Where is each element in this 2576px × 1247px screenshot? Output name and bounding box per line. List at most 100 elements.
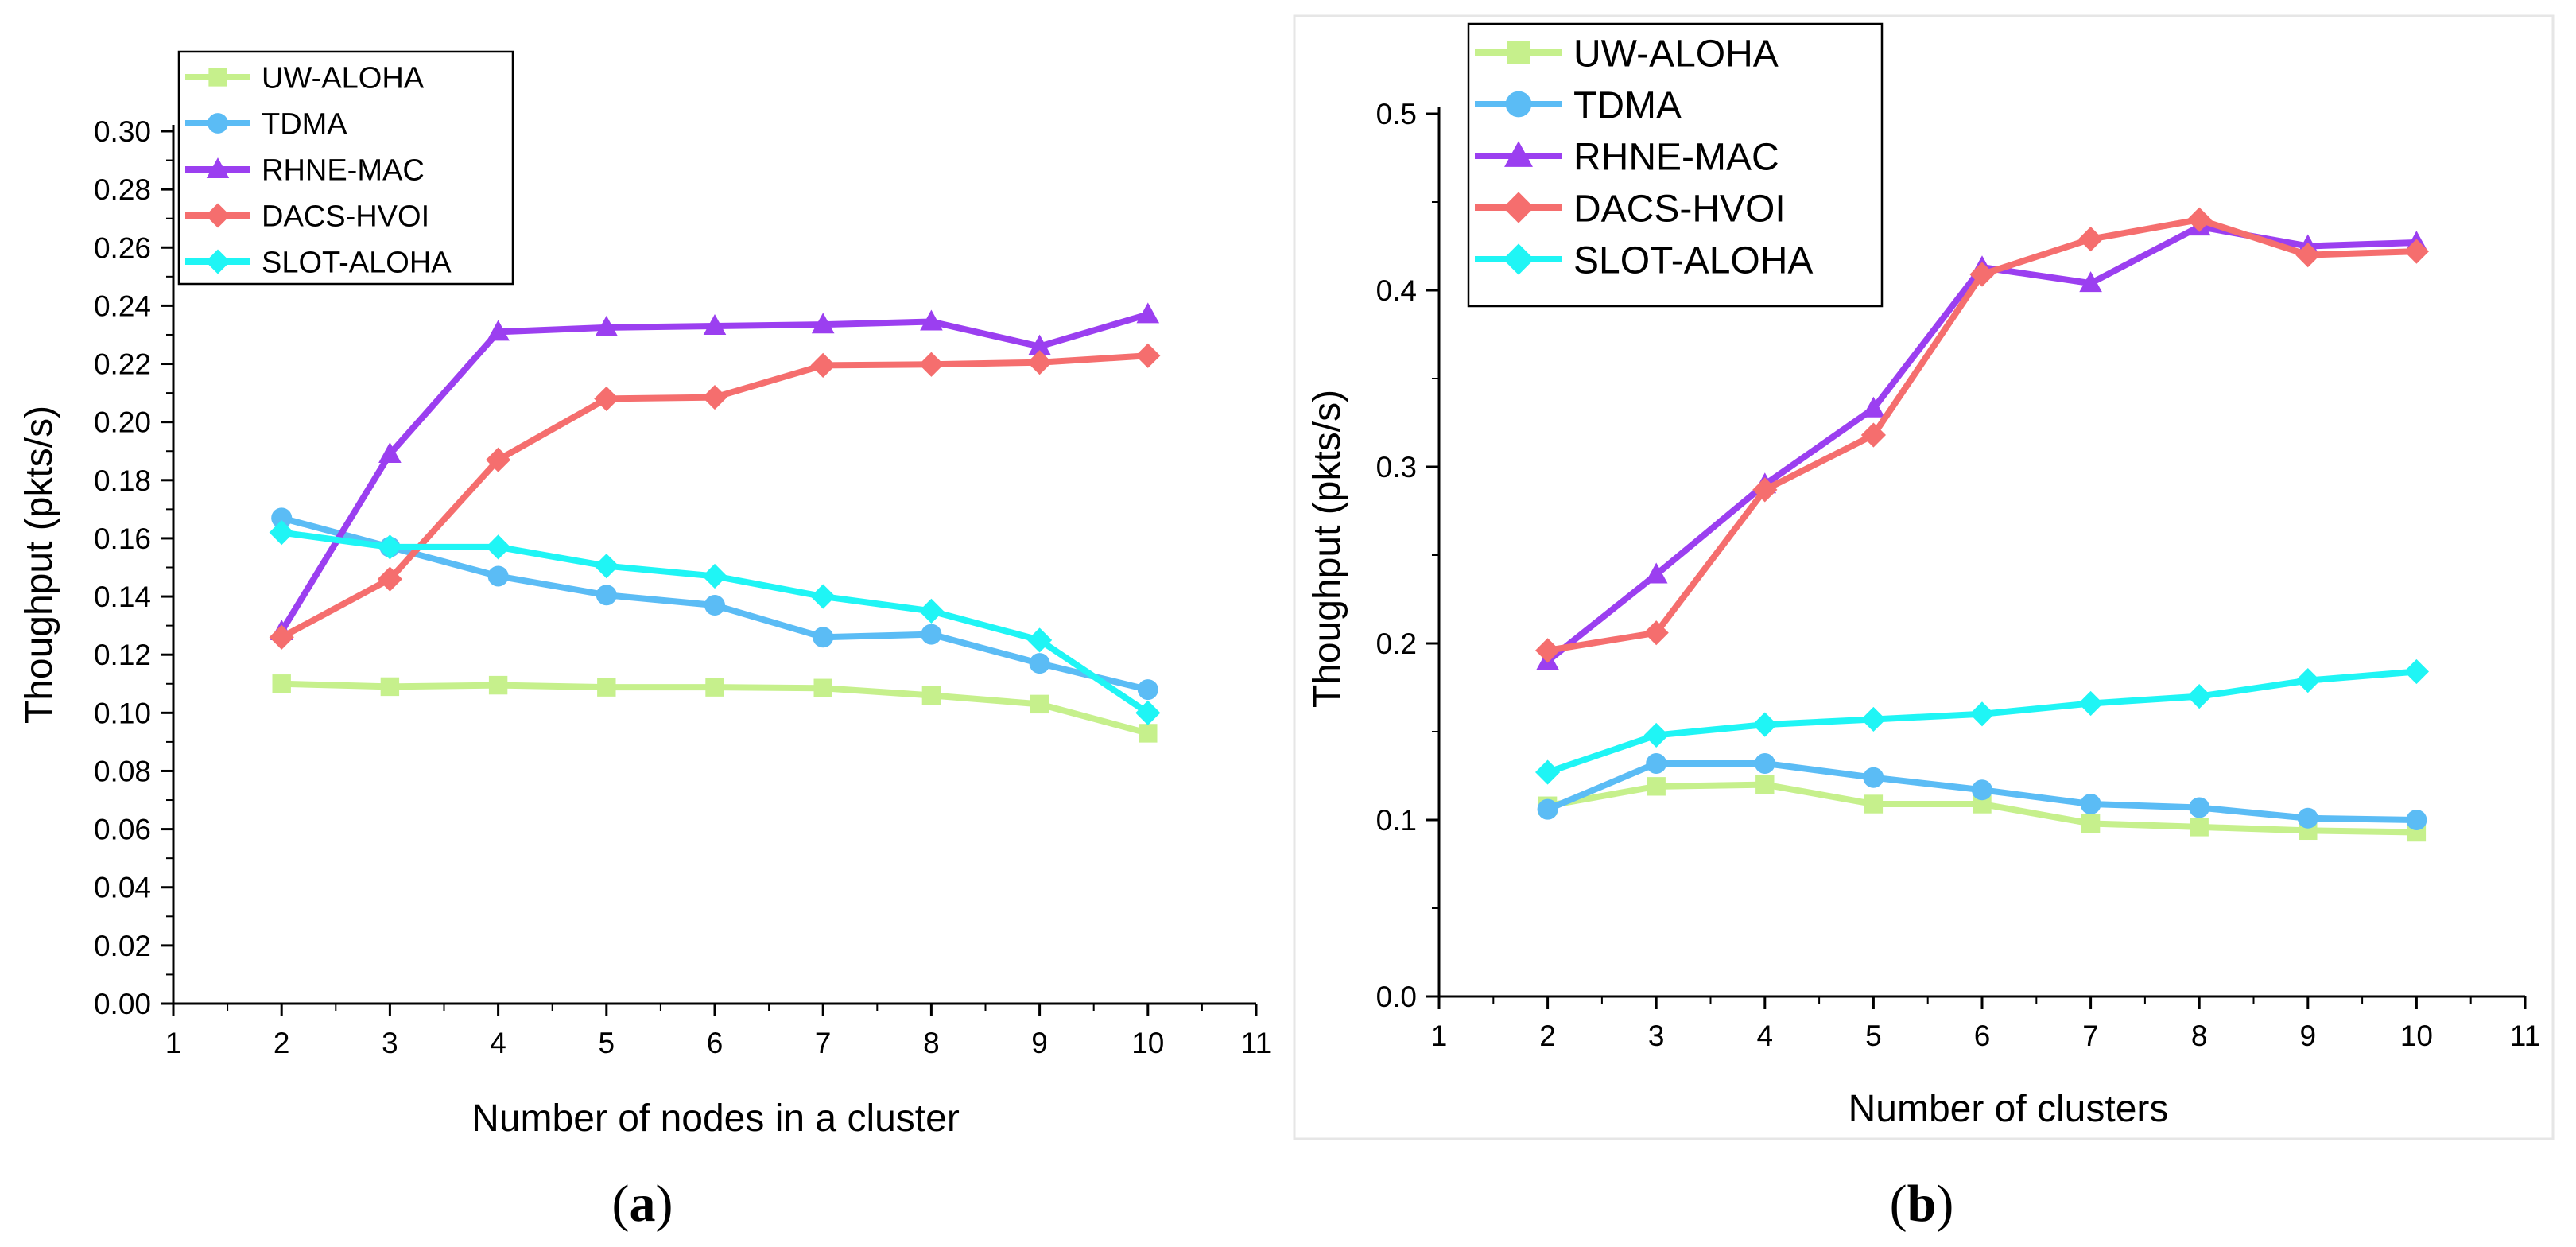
legend-label: SLOT-ALOHA: [1573, 239, 1813, 282]
y-tick-label: 0.00: [94, 988, 151, 1020]
data-point: [810, 352, 836, 378]
data-point: [1646, 752, 1667, 774]
x-tick-label: 11: [1241, 1027, 1271, 1059]
legend-label: UW-ALOHA: [262, 62, 425, 95]
data-point: [2189, 797, 2210, 818]
data-point: [1029, 653, 1050, 674]
x-tick-label: 3: [1648, 1020, 1665, 1052]
x-tick-label: 5: [599, 1027, 615, 1059]
y-axis-title: Thoughput (pkts/s): [1306, 390, 1348, 708]
legend-swatch-marker: [205, 249, 231, 274]
y-tick-label: 0.14: [94, 581, 151, 613]
data-point: [1647, 777, 1666, 796]
legend-swatch-marker: [1503, 243, 1534, 275]
y-tick-label: 0.08: [94, 755, 151, 787]
y-tick-label: 0.1: [1376, 804, 1417, 837]
x-tick-label: 1: [165, 1027, 182, 1059]
series-slot-aloha: [1535, 658, 2429, 785]
data-point: [269, 520, 294, 546]
data-point: [813, 678, 832, 697]
data-point: [1864, 794, 1884, 814]
data-point: [2080, 794, 2101, 815]
legend-swatch-marker: [205, 203, 231, 228]
data-point: [487, 565, 509, 587]
data-point: [1027, 350, 1053, 375]
y-tick-label: 0.28: [94, 173, 151, 206]
data-point: [1969, 262, 1995, 287]
data-point: [595, 315, 619, 336]
data-point: [811, 313, 835, 334]
series-rhne-mac: [270, 302, 1160, 640]
panel-caption-b: (b): [1890, 1175, 1954, 1233]
data-point: [2078, 227, 2104, 252]
y-tick-label: 0.4: [1376, 274, 1417, 307]
x-tick-label: 6: [1974, 1020, 1991, 1052]
data-point: [921, 686, 941, 705]
x-tick-label: 9: [1031, 1027, 1048, 1059]
series-slot-aloha: [269, 520, 1161, 725]
data-point: [1752, 712, 1778, 737]
y-tick-label: 0.20: [94, 406, 151, 439]
legend-label: TDMA: [1573, 84, 1682, 126]
data-point: [1030, 694, 1049, 714]
y-tick-label: 0.2: [1376, 627, 1417, 660]
y-tick-label: 0.02: [94, 930, 151, 962]
data-point: [2186, 684, 2212, 709]
legend-swatch-marker: [208, 68, 227, 87]
data-point: [2295, 243, 2321, 268]
legend-swatch-marker: [1504, 141, 1533, 167]
series-tdma: [271, 507, 1158, 701]
y-tick-label: 0.3: [1376, 451, 1417, 484]
data-point: [596, 585, 617, 606]
x-tick-label: 7: [815, 1027, 832, 1059]
data-point: [703, 314, 727, 336]
data-point: [1644, 562, 1668, 584]
x-tick-label: 2: [274, 1027, 290, 1059]
data-point: [2081, 814, 2101, 833]
data-point: [1969, 701, 1995, 727]
y-tick-label: 0.18: [94, 464, 151, 497]
data-point: [1028, 334, 1051, 355]
data-point: [377, 534, 402, 560]
y-tick-label: 0.06: [94, 814, 151, 846]
series-uw-aloha: [272, 674, 1158, 743]
data-point: [597, 678, 616, 697]
legend-swatch-marker: [206, 157, 230, 178]
x-tick-label: 5: [1865, 1020, 1882, 1052]
y-tick-label: 0.26: [94, 231, 151, 264]
series-dacs-hvoi: [269, 343, 1161, 650]
panel-frame: [1293, 14, 2555, 1140]
data-point: [1027, 627, 1053, 653]
legend-label: UW-ALOHA: [1573, 33, 1779, 75]
data-point: [704, 595, 725, 616]
data-point: [702, 384, 727, 410]
y-tick-label: 0.10: [94, 697, 151, 729]
x-tick-label: 8: [2191, 1020, 2208, 1052]
x-tick-label: 7: [2082, 1020, 2099, 1052]
legend-label: DACS-HVOI: [262, 200, 429, 234]
legend-label: RHNE-MAC: [262, 154, 425, 188]
data-point: [487, 320, 510, 341]
data-point: [486, 447, 511, 472]
data-point: [1863, 767, 1884, 788]
y-tick-label: 0.12: [94, 639, 151, 671]
x-tick-label: 6: [707, 1027, 724, 1059]
x-tick-label: 2: [1539, 1020, 1556, 1052]
data-point: [2295, 668, 2321, 693]
legend: UW-ALOHA TDMA RHNE-MAC DACS-HVOI SLOT-ALOHA: [177, 50, 514, 286]
panel-caption-a: (a): [612, 1175, 673, 1233]
series-tdma: [1537, 752, 2427, 830]
data-point: [2186, 207, 2212, 232]
data-point: [271, 507, 293, 529]
data-point: [378, 441, 402, 463]
data-point: [813, 627, 834, 648]
legend-label: RHNE-MAC: [1573, 136, 1779, 178]
legend-label: DACS-HVOI: [1573, 188, 1786, 230]
legend-swatch-marker: [208, 113, 228, 134]
data-point: [2403, 239, 2429, 264]
legend: UW-ALOHA TDMA RHNE-MAC DACS-HVOI SLOT-ALOHA: [1467, 22, 1884, 308]
data-point: [1973, 794, 1992, 814]
x-tick-label: 4: [1757, 1020, 1774, 1052]
y-tick-label: 0.5: [1376, 98, 1417, 130]
